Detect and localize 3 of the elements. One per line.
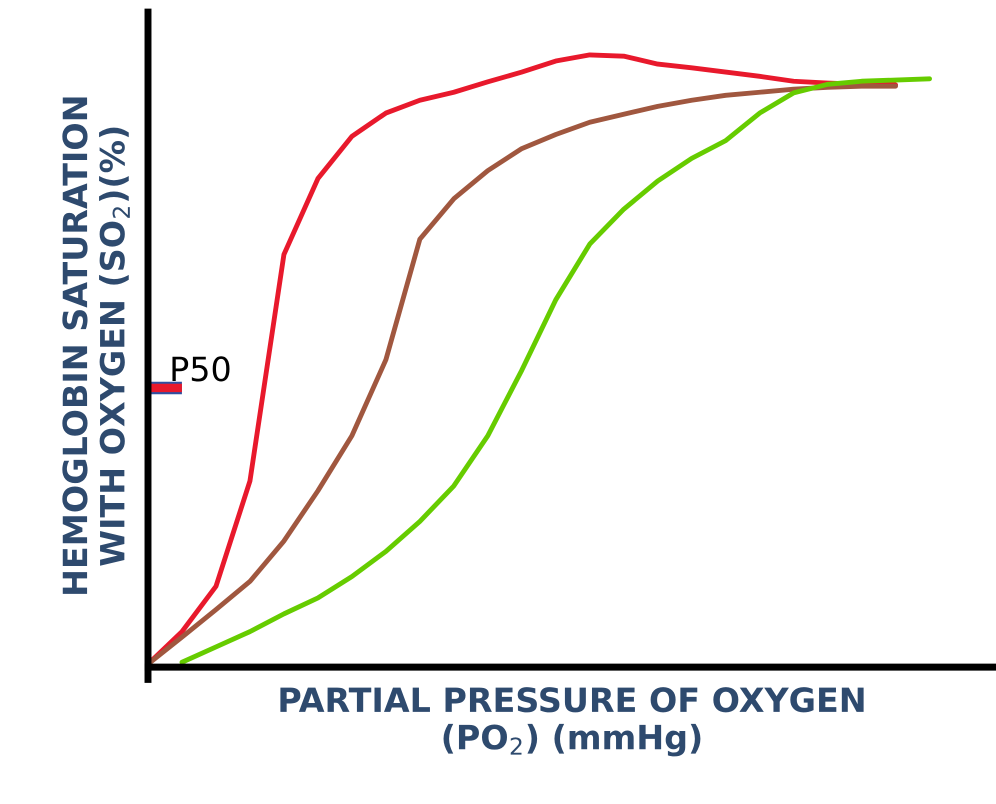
y-axis-title: HEMOGLOBIN SATURATION WITH OXYGEN (SO$_{2}$)(%): [62, 98, 130, 594]
ref-line-label: P50: [172, 356, 230, 382]
x-axis-title: PARTIAL PRESSURE OF OXYGEN (PO$_{2}$) (mmHg): [280, 687, 864, 756]
